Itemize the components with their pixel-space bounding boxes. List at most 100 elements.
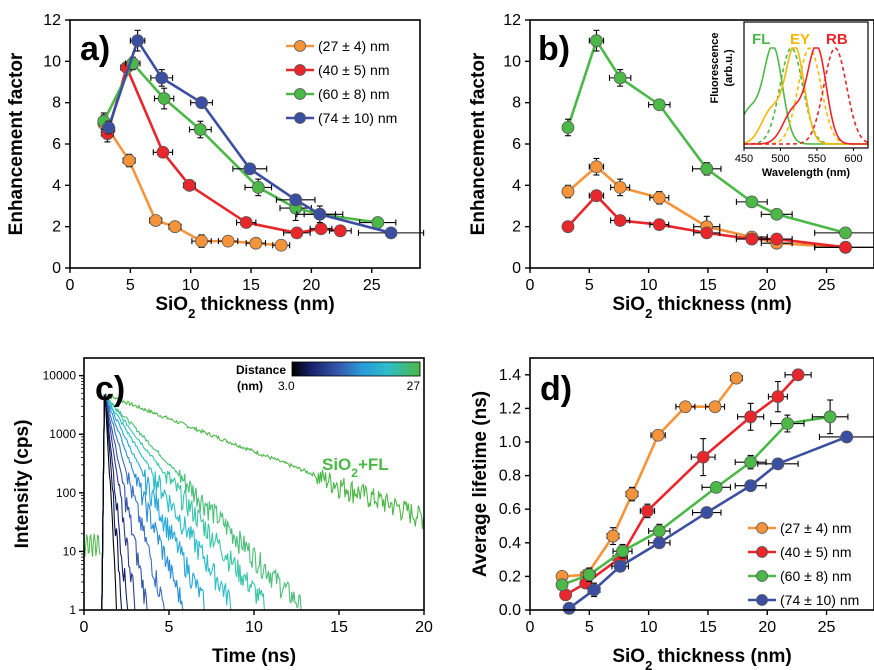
panel-d-y-axis-label: Average lifetime (ns) (470, 391, 491, 577)
d-xtick-label-2: 10 (640, 619, 658, 636)
b-ytick-label-5: 10 (503, 53, 521, 70)
a-point-2-2 (157, 92, 171, 105)
b-point-1-1 (590, 160, 603, 174)
legend-a-marker-0 (294, 40, 306, 52)
d-point-0-5 (678, 400, 692, 414)
panel-a-frame (69, 19, 421, 269)
d-point-2-1 (582, 568, 596, 582)
d-point-2-6 (781, 417, 794, 430)
panel-a-x-label-rest: thickness (nm) (195, 294, 334, 315)
b-point-2-3 (652, 218, 666, 232)
d-ytick-label-4: 0.8 (499, 468, 521, 485)
legend-a-marker-3 (294, 112, 306, 124)
legend-d-item-2: (60 ± 8) nm (780, 568, 851, 584)
c-ytick-label-3: 1000 (49, 427, 76, 441)
c-decay-curve-3 (101, 393, 232, 611)
a-ytick-label-5: 10 (43, 53, 61, 70)
a-point-0-7 (249, 236, 263, 250)
legend-a-item-1: (40 ± 5) nm (318, 62, 389, 78)
panel-a-enhancement-vs-thickness: 0 2 4 6 8 10 12 0 5 10 15 20 25 a) Enhancement fact… (6, 12, 425, 321)
a-ytick-label-6: 12 (43, 12, 61, 29)
d-point-2-0 (555, 578, 569, 592)
c-xtick-label-0: 0 (80, 619, 89, 636)
inset-y-label: Fluorescence (709, 33, 721, 104)
d-point-2-3 (652, 524, 666, 538)
d-ytick-label-5: 1.0 (499, 434, 521, 451)
c-decay-curve-2 (101, 394, 265, 611)
panel-d-x-label-rest: thickness (nm) (652, 646, 791, 667)
panel-b-inset-spectra: 450 500 550 600 Fluorescence (arb.u.) Wavel… (709, 21, 869, 179)
d-point-3-5 (744, 479, 758, 493)
a-point-3-7 (384, 226, 398, 240)
inset-label-fl: FL (752, 31, 770, 48)
legend-a-marker-1 (294, 64, 306, 76)
a-point-0-5 (195, 234, 208, 248)
b-ytick-label-2: 4 (512, 177, 521, 194)
panel-a-x-ticks: 0 5 10 15 20 25 (66, 268, 381, 294)
panel-c-decay-curves: 1 10 100 1000 10000 0 5 10 15 20 c) Intensity (c… (12, 357, 433, 667)
panel-c-y-ticks: 1 10 100 1000 10000 (43, 369, 84, 617)
d-point-2-5 (744, 455, 758, 469)
b-point-1-2 (613, 180, 627, 194)
inset-x-ticks: 450 500 550 600 (735, 148, 863, 165)
c-decay-curve-7 (101, 394, 148, 611)
panel-d-series (555, 368, 874, 615)
colorbar-max-label: 27 (407, 379, 421, 393)
c-xtick-label-2: 10 (245, 619, 263, 636)
panel-d-x-ticks: 0 5 10 15 20 25 (526, 610, 836, 636)
panel-b-series (561, 29, 874, 254)
d-xtick-label-1: 5 (585, 619, 594, 636)
panel-d-x-label-sub: 2 (645, 658, 652, 670)
d-xtick-label-5: 25 (818, 619, 836, 636)
a-point-2-3 (193, 123, 207, 136)
c-ytick-label-0: 1 (69, 603, 76, 617)
panel-d-lifetime-vs-thickness: 0.0 0.2 0.4 0.6 0.8 1.0 1.2 1.4 0 5 10 15 20 25 d) A… (470, 357, 874, 670)
d-ytick-label-1: 0.2 (499, 568, 521, 585)
panel-d-legend: (27 ± 4) nm (40 ± 5) nm (60 ± 8) nm (74 … (748, 520, 859, 608)
a-point-3-4 (243, 162, 257, 176)
a-point-1-2 (156, 145, 170, 159)
a-point-1-6 (314, 222, 328, 236)
inset-xtick-label-2: 550 (808, 153, 826, 165)
panel-b-enhancement-vs-thickness: 0 2 4 6 8 10 12 0 5 10 15 20 25 b) Enhancement fact… (468, 12, 874, 321)
d-point-1-4 (696, 450, 710, 464)
a-xtick-label-5: 25 (363, 277, 381, 294)
legend-a-item-3: (74 ± 10) nm (318, 110, 397, 126)
d-point-2-2 (616, 544, 629, 558)
legend-d-marker-0 (756, 522, 768, 534)
a-ytick-label-1: 2 (52, 219, 61, 236)
d-ytick-label-6: 1.2 (499, 400, 521, 417)
a-point-2-4 (251, 180, 265, 194)
legend-a-marker-2 (294, 88, 306, 100)
c-decay-curve-4 (101, 394, 205, 611)
colorbar-unit: (nm) (237, 379, 263, 393)
panel-b-y-ticks: 0 2 4 6 8 10 12 (503, 12, 530, 277)
panel-b-x-axis-label: SiO2 thickness (nm) (612, 294, 791, 321)
panel-a-label: a) (80, 30, 110, 68)
b-point-2-5 (745, 232, 759, 246)
a-point-3-0 (102, 121, 116, 134)
inset-curve-5 (744, 47, 869, 145)
b-point-2-6 (770, 232, 784, 246)
c-decay-curve-5 (101, 394, 184, 611)
c-ytick-label-1: 10 (63, 544, 77, 558)
panel-a-legend: (27 ± 4) nm (40 ± 5) nm (60 ± 8) nm (74 … (286, 38, 397, 126)
ref-label-main: SiO (322, 455, 351, 474)
inset-curve-4 (743, 47, 869, 145)
a-point-0-3 (149, 214, 163, 227)
b-ytick-label-6: 12 (503, 12, 521, 29)
a-xtick-label-4: 20 (302, 277, 320, 294)
a-xtick-label-2: 10 (182, 277, 200, 294)
d-ytick-label-7: 1.4 (499, 367, 521, 384)
d-point-0-2 (606, 529, 620, 543)
a-point-2-7 (371, 216, 385, 229)
inset-label-ey: EY (790, 31, 810, 48)
b-xtick-label-4: 20 (758, 277, 776, 294)
panel-c-colorbar: Distance (nm) 3.0 27 (236, 361, 421, 393)
panel-b-frame (529, 19, 874, 269)
d-xtick-label-3: 15 (699, 619, 717, 636)
d-point-3-6 (771, 457, 785, 471)
inset-background (744, 22, 868, 148)
d-point-3-4 (700, 506, 714, 519)
panel-c-label: c) (95, 370, 125, 408)
